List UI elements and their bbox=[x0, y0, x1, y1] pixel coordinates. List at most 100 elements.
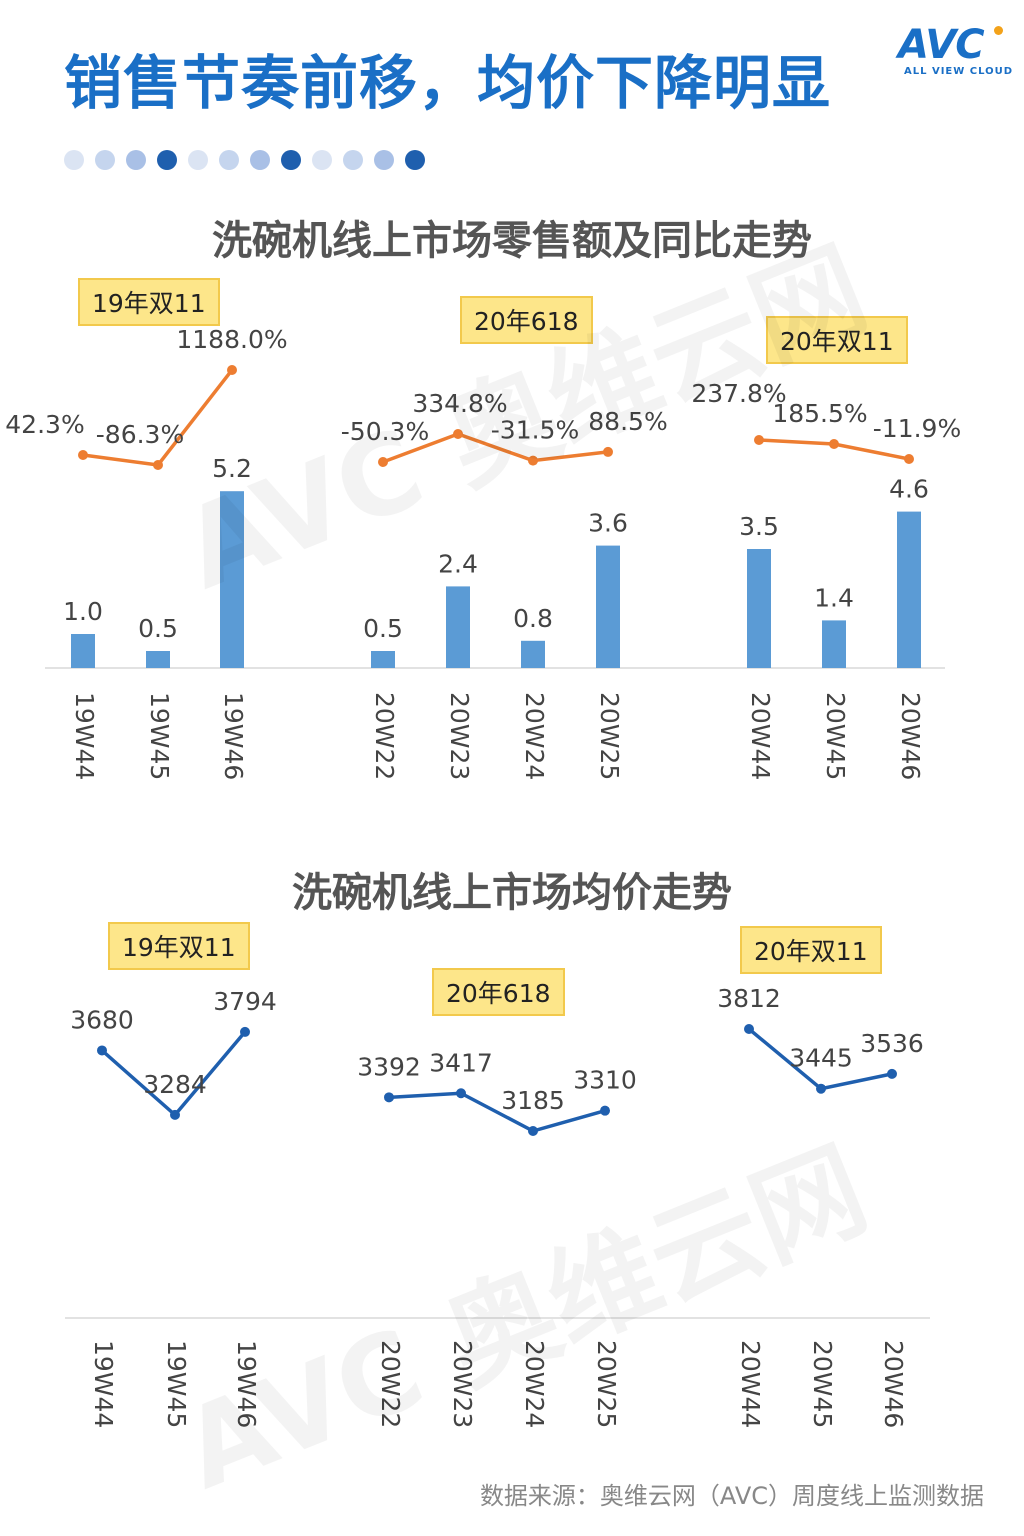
sales-category-label: 19W44 bbox=[70, 692, 99, 780]
sales-tag-20-double11: 20年双11 bbox=[766, 316, 908, 364]
avc-logo: AVC ALL VIEW CLOUD bbox=[898, 22, 1012, 82]
yoy-label: 185.5% bbox=[772, 399, 867, 428]
price-point bbox=[528, 1126, 538, 1136]
price-point bbox=[170, 1109, 180, 1120]
decorative-dot bbox=[312, 150, 332, 170]
sales-category-label: 20W46 bbox=[896, 692, 925, 780]
sales-category-label: 19W45 bbox=[145, 692, 174, 780]
price-category-label: 20W23 bbox=[448, 1340, 477, 1428]
sales-bar bbox=[822, 620, 846, 668]
sales-value-label: 4.6 bbox=[889, 475, 929, 504]
yoy-label: 237.8% bbox=[691, 379, 786, 408]
sales-tag-20-618: 20年618 bbox=[460, 296, 593, 344]
sales-value-label: 2.4 bbox=[438, 549, 478, 578]
yoy-label: 1188.0% bbox=[176, 325, 287, 354]
price-category-label: 20W44 bbox=[736, 1340, 765, 1428]
decorative-dot bbox=[64, 150, 84, 170]
yoy-point bbox=[829, 438, 839, 449]
sales-bar bbox=[220, 491, 244, 668]
decorative-dot bbox=[219, 150, 239, 170]
sales-category-label: 20W25 bbox=[595, 692, 624, 780]
price-value-label: 3392 bbox=[357, 1052, 421, 1081]
page-title: 销售节奏前移，均价下降明显 bbox=[64, 49, 832, 117]
sales-bar bbox=[71, 634, 95, 668]
logo-text: AVC bbox=[898, 22, 985, 68]
sales-value-label: 0.8 bbox=[513, 604, 553, 633]
price-point bbox=[456, 1088, 466, 1099]
price-value-label: 3680 bbox=[70, 1005, 134, 1034]
price-value-label: 3794 bbox=[213, 987, 277, 1016]
yoy-point bbox=[153, 460, 163, 470]
yoy-label: -50.3% bbox=[341, 417, 429, 446]
sales-category-label: 20W23 bbox=[445, 692, 474, 780]
price-series-line bbox=[388, 1091, 606, 1133]
decorative-dot bbox=[374, 150, 394, 170]
sales-bar bbox=[146, 651, 170, 668]
sales-value-label: 1.0 bbox=[63, 597, 103, 626]
yoy-point bbox=[78, 450, 88, 460]
price-point bbox=[744, 1023, 754, 1034]
price-point bbox=[600, 1105, 610, 1116]
yoy-label: 334.8% bbox=[412, 389, 507, 418]
decorative-dot bbox=[343, 150, 363, 170]
sales-bar bbox=[371, 651, 395, 668]
sales-bar bbox=[446, 586, 470, 668]
price-value-label: 3417 bbox=[429, 1048, 493, 1077]
sales-category-label: 20W45 bbox=[821, 692, 850, 780]
sales-category-label: 19W46 bbox=[219, 692, 248, 780]
data-source-note: 数据来源：奥维云网（AVC）周度线上监测数据 bbox=[479, 1482, 984, 1510]
price-category-label: 19W46 bbox=[232, 1340, 261, 1428]
yoy-label: 88.5% bbox=[588, 407, 667, 436]
logo-dot-icon bbox=[994, 26, 1003, 35]
decorative-dot bbox=[95, 150, 115, 170]
price-point bbox=[240, 1026, 250, 1037]
price-value-label: 3284 bbox=[143, 1070, 207, 1099]
price-tag-19-double11: 19年双11 bbox=[108, 922, 250, 970]
price-value-label: 3536 bbox=[860, 1029, 924, 1058]
decorative-dot bbox=[157, 150, 177, 170]
price-point bbox=[816, 1083, 826, 1094]
price-category-label: 20W24 bbox=[520, 1340, 549, 1428]
yoy-point bbox=[227, 365, 237, 375]
yoy-label: 42.3% bbox=[5, 410, 84, 439]
price-category-label: 20W22 bbox=[376, 1340, 405, 1428]
sales-value-label: 0.5 bbox=[363, 614, 403, 643]
sales-tag-19-double11: 19年双11 bbox=[78, 278, 220, 326]
price-point bbox=[97, 1045, 107, 1056]
price-value-label: 3445 bbox=[789, 1044, 853, 1073]
decorative-dot bbox=[126, 150, 146, 170]
sales-chart: 1.0 19W44 0.5 19W45 5.2 19W46 42.3% -86.3% 1188.… bbox=[5, 325, 961, 780]
yoy-label: -31.5% bbox=[491, 416, 579, 445]
decorative-dot bbox=[281, 150, 301, 170]
price-chart-title: 洗碗机线上市场均价走势 bbox=[292, 870, 732, 916]
yoy-point bbox=[453, 429, 463, 439]
price-value-label: 3310 bbox=[573, 1066, 637, 1095]
yoy-point bbox=[754, 435, 764, 445]
sales-bar bbox=[596, 545, 620, 668]
price-point bbox=[384, 1092, 394, 1103]
sales-value-label: 3.6 bbox=[588, 509, 628, 538]
sales-value-label: 5.2 bbox=[212, 454, 252, 483]
price-value-label: 3812 bbox=[717, 984, 781, 1013]
yoy-point bbox=[528, 455, 538, 466]
sales-bar bbox=[897, 511, 921, 668]
sales-bar bbox=[747, 549, 771, 668]
yoy-point bbox=[603, 446, 613, 457]
yoy-point bbox=[378, 457, 388, 467]
sales-category-label: 20W24 bbox=[520, 692, 549, 780]
price-category-label: 20W46 bbox=[879, 1340, 908, 1428]
sales-value-label: 0.5 bbox=[138, 614, 178, 643]
price-category-label: 19W44 bbox=[89, 1340, 118, 1428]
decorative-dot bbox=[188, 150, 208, 170]
sales-category-label: 20W22 bbox=[370, 692, 399, 780]
price-tag-20-618: 20年618 bbox=[432, 968, 565, 1016]
yoy-series-line bbox=[382, 432, 609, 464]
logo-subtitle: ALL VIEW CLOUD bbox=[904, 66, 1014, 77]
decorative-dot bbox=[250, 150, 270, 170]
yoy-label: -86.3% bbox=[96, 420, 184, 449]
sales-bar bbox=[521, 640, 545, 668]
price-chart: 3680 19W44 3284 19W45 3794 19W46 3392 20W22 3417… bbox=[65, 984, 930, 1428]
decorative-dot bbox=[405, 150, 425, 170]
price-value-label: 3185 bbox=[501, 1086, 565, 1115]
sales-value-label: 1.4 bbox=[814, 583, 854, 612]
